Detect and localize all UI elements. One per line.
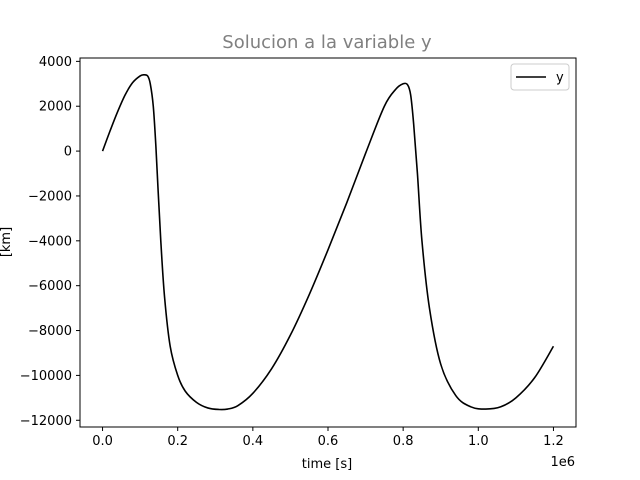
- y-tick-label: 2000: [39, 100, 72, 115]
- legend: y: [510, 63, 570, 91]
- y-tick-label: −6000: [28, 279, 72, 294]
- y-tick-label: −4000: [28, 234, 72, 249]
- plot-frame: [79, 57, 577, 428]
- y-tick-label: −2000: [28, 189, 72, 204]
- legend-label: y: [556, 71, 564, 86]
- series-line-y: [101, 73, 555, 411]
- y-tick-label: −12000: [20, 414, 72, 429]
- y-tick-label: −10000: [20, 369, 72, 384]
- x-tick-label: 1.0: [468, 434, 489, 449]
- x-tick-label: 0.6: [318, 434, 339, 449]
- x-tick-label: 0.0: [92, 434, 113, 449]
- x-axis-label: time [s]: [302, 457, 352, 472]
- x-tick-label: 1.2: [543, 434, 564, 449]
- y-tick-label: −8000: [28, 324, 72, 339]
- chart-title: Solucion a la variable y: [222, 32, 432, 53]
- plot-area: [101, 73, 555, 411]
- y-axis-label: [km]: [0, 227, 14, 257]
- x-tick-label: 0.8: [393, 434, 414, 449]
- x-tick-label: 0.4: [243, 434, 264, 449]
- y-tick-label: 4000: [39, 55, 72, 70]
- y-axis: 4000 2000 0 −2000 −4000 −6000 −8000 −10000 −1200…: [20, 55, 80, 429]
- x-axis-offset-label: 1e6: [550, 455, 575, 470]
- x-axis: 0.0 0.2 0.4 0.6 0.8 1.0 1.2: [92, 427, 564, 449]
- y-tick-label: 0: [64, 145, 72, 160]
- x-tick-label: 0.2: [167, 434, 188, 449]
